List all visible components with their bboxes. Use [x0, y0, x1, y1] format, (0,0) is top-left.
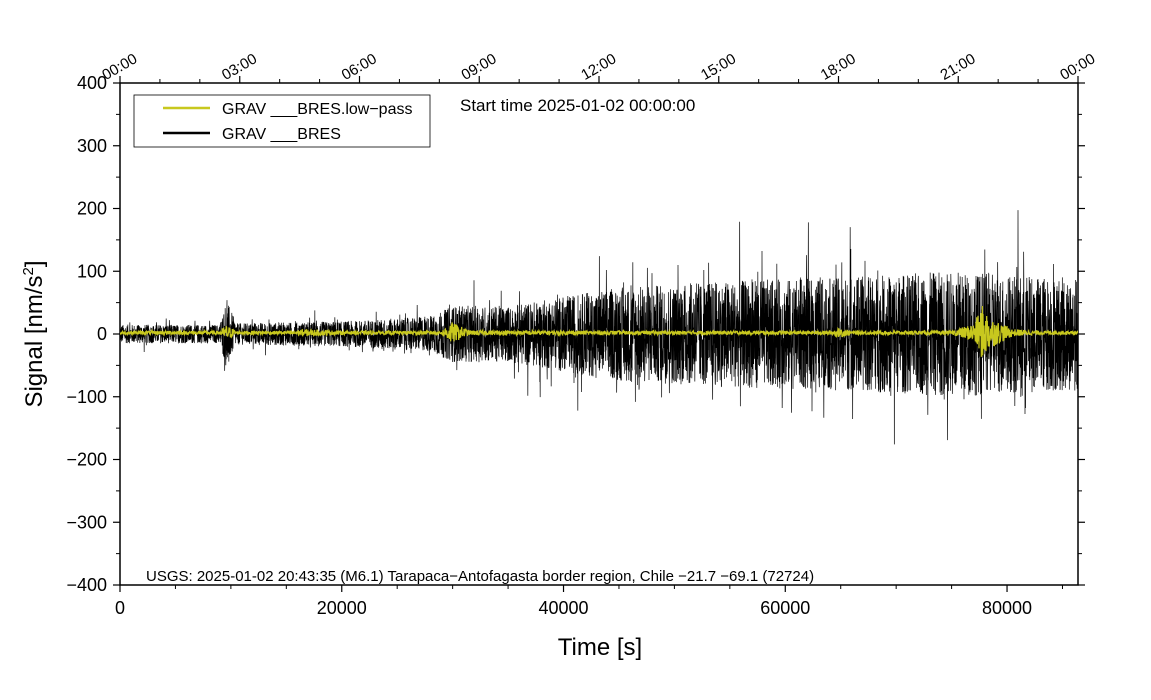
y-tick-label: 300 [77, 136, 107, 156]
x-tick-label: 60000 [760, 598, 810, 618]
legend-box [133, 94, 431, 148]
x-axis-title: Time [s] [558, 634, 642, 661]
legend-lowpass-label: GRAV ___BRES.low−pass [222, 101, 412, 118]
x-tick-label: 40000 [538, 598, 588, 618]
y-tick-label: 400 [77, 73, 107, 93]
event-annotation: USGS: 2025-01-02 20:43:35 (M6.1) Tarapac… [146, 568, 814, 585]
y-axis-title: Signal [nm/s2] [20, 260, 48, 407]
top-time-axis: 00:00 03:00 06:00 09:00 12:00 15:00 18:00 21:00… [99, 50, 1098, 83]
x-tick-label: 20000 [317, 598, 367, 618]
y-tick-label: −300 [66, 512, 107, 532]
x-tick-label: 80000 [982, 598, 1032, 618]
y-tick-label: −100 [66, 387, 107, 407]
legend: GRAV ___BRES.low−pass GRAV ___BRES [133, 94, 431, 148]
lowpass-signal-trace [120, 306, 1078, 357]
y-axis: 400 300 200 100 0 −100 −200 −300 −400 [66, 73, 1085, 595]
y-tick-label: 0 [97, 324, 107, 344]
y-tick-label: 100 [77, 261, 107, 281]
start-time-label: Start time 2025-01-02 00:00:00 [460, 96, 695, 115]
y-tick-label: −200 [66, 450, 107, 470]
y-tick-label: 200 [77, 199, 107, 219]
x-tick-label: 0 [115, 598, 125, 618]
y-axis-title-superscript: 2 [20, 267, 37, 275]
legend-raw-label: GRAV ___BRES [222, 126, 341, 143]
raw-signal-trace [120, 210, 1078, 445]
x-axis: 0 20000 40000 60000 80000 [115, 585, 1063, 618]
y-tick-label: −400 [66, 575, 107, 595]
